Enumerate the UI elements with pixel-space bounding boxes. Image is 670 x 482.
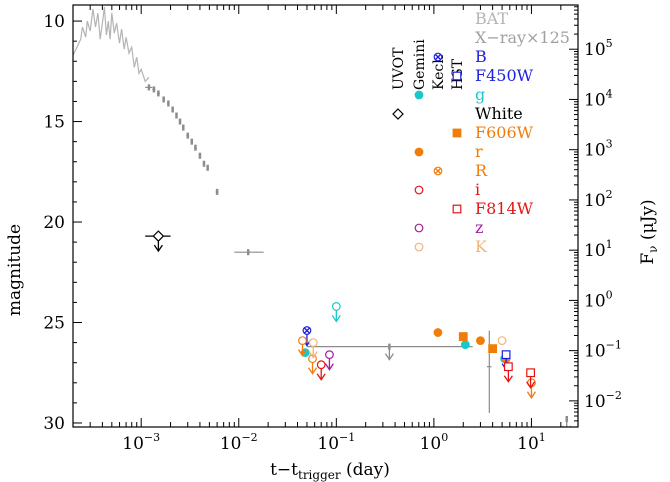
legend-white-label: White — [475, 104, 523, 123]
legend-g-label: g — [475, 85, 485, 104]
point-k-0 — [308, 338, 318, 348]
y-tick-label-left: 25 — [43, 314, 65, 334]
bat-curve — [73, 6, 150, 83]
legend-r-marker-cross — [434, 167, 442, 175]
point-z-0-limit-head — [324, 363, 334, 371]
point-i-0-limit-head — [316, 373, 326, 381]
point-f814w-1-limit-head — [526, 381, 536, 389]
y-tick-label-right: 102 — [584, 188, 613, 211]
y-tick-label-right: 10−1 — [584, 339, 622, 362]
legend-f814w-label: F814W — [475, 199, 534, 218]
point-r-2 — [433, 328, 443, 337]
point-g-1-limit-head — [331, 315, 341, 323]
y-tick-label-right: 100 — [584, 288, 613, 311]
y-tick-label-right: 101 — [584, 238, 613, 261]
legend-f606w-label: F606W — [475, 123, 534, 142]
legend-r-label: R — [475, 161, 488, 180]
legend-z-label: z — [475, 218, 483, 237]
plot-area — [73, 6, 572, 427]
legend-r-marker — [414, 147, 424, 157]
x-tick-label: 10−2 — [220, 431, 258, 454]
point-b-0-cross — [303, 327, 311, 334]
legend-b-marker-cross — [434, 53, 442, 61]
y-tick-label-left: 15 — [43, 113, 65, 133]
point-f450w-0 — [501, 350, 511, 360]
point-r-5-limit-head — [526, 391, 536, 399]
point-r-0 — [298, 336, 307, 345]
legend-bat-label: BAT — [475, 9, 508, 28]
instrument-label: UVOT — [391, 47, 407, 90]
legend-b-label: B — [475, 47, 487, 66]
y-axis-label-right: Fν (μJy) — [638, 199, 660, 264]
instrument-label: Gemini — [412, 39, 428, 90]
y-tick-label-right: 10−2 — [584, 389, 622, 412]
legend-k-label: K — [475, 237, 488, 256]
legend-i-label: i — [475, 180, 480, 199]
point-f814w-1 — [526, 368, 535, 378]
legend-xray125-label: X−ray×125 — [475, 28, 570, 47]
axes: 10−3 10−2 10−1 100 101 10 15 20 25 30 105 104 103 102… — [43, 4, 622, 454]
instrument-label: Keck — [431, 55, 447, 90]
y-tick-label-right: 105 — [584, 37, 613, 60]
point-r-3 — [476, 336, 485, 345]
x-tick-label: 100 — [420, 431, 449, 454]
point-f814w-0 — [503, 362, 513, 372]
x-tick-label: 101 — [517, 431, 546, 454]
point-white-0-limit-head — [153, 244, 163, 253]
point-f814w-0-limit-head — [503, 375, 513, 383]
point-g-1 — [331, 302, 341, 311]
point-z-0 — [325, 350, 334, 360]
point-f606w-0 — [458, 332, 468, 341]
legend: UVOTGeminiKeckHSTBATX−ray×125BF450WgWhit… — [391, 9, 570, 256]
y-tick-label-left: 20 — [43, 213, 65, 233]
point-white-0 — [152, 230, 165, 242]
point-k-0-limit-head — [308, 351, 318, 359]
legend-f606w-marker — [452, 128, 462, 138]
legend-z-marker — [414, 223, 424, 233]
x-tick-label: 10−3 — [122, 431, 160, 454]
x-tick-label: 10−1 — [317, 431, 355, 454]
legend-i-marker — [414, 185, 424, 195]
legend-f450w-marker — [452, 71, 462, 81]
point-k-1 — [497, 336, 507, 345]
legend-f814w-marker — [452, 204, 462, 214]
legend-r-label: r — [475, 142, 483, 161]
y-tick-label-left: 10 — [43, 12, 65, 32]
legend-g-marker — [414, 90, 424, 100]
legend-k-marker — [414, 242, 424, 252]
plot-frame — [72, 4, 579, 428]
point-f606w-1 — [488, 344, 498, 354]
point-r-0-limit-head — [297, 349, 308, 357]
legend-white-marker — [392, 108, 404, 120]
y-tick-label-right: 104 — [584, 87, 613, 110]
y-tick-label-left: 30 — [43, 414, 65, 434]
x-axis-label: t−ttrigger (day) — [270, 460, 390, 482]
point-r-1-limit-head — [307, 367, 318, 375]
legend-f450w-label: F450W — [475, 66, 534, 85]
point-g-2 — [460, 340, 470, 350]
y-tick-label-right: 103 — [584, 138, 613, 161]
y-axis-label-left: magnitude — [5, 224, 25, 316]
xray-point-17-limit-head — [384, 353, 394, 361]
point-i-0 — [316, 360, 326, 370]
